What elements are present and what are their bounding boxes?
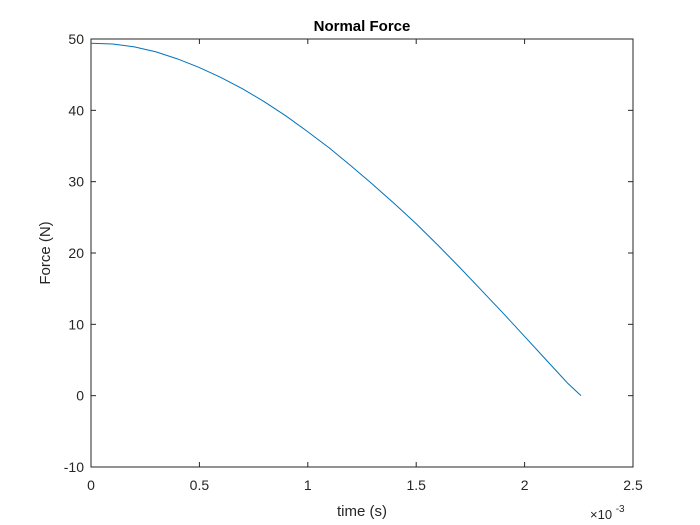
x-axis-ticks: 0 0.5 1 1.5 2 2.5 <box>87 39 643 493</box>
plot-area <box>90 38 634 468</box>
series-layer <box>90 42 582 397</box>
y-tick-label: 20 <box>68 245 84 261</box>
y-tick-label: 10 <box>68 316 84 332</box>
y-tick-label: 50 <box>68 31 84 47</box>
y-tick-label: -10 <box>64 459 84 475</box>
y-axis-ticks: -10 0 10 20 30 40 50 <box>64 31 633 475</box>
x-tick-label: 0.5 <box>190 477 210 493</box>
y-tick-label: 0 <box>76 388 84 404</box>
x-tick-label: 0 <box>87 477 95 493</box>
x-axis-exponent: ×10 -3 <box>590 504 625 522</box>
x-axis-exponent-power: -3 <box>616 504 625 515</box>
y-tick-label: 40 <box>68 102 84 118</box>
x-tick-label: 1.5 <box>406 477 426 493</box>
series-line <box>90 42 582 397</box>
chart-title: Normal Force <box>314 18 411 35</box>
x-tick-label: 1 <box>304 477 312 493</box>
x-axis-exponent-base: ×10 <box>590 507 612 522</box>
y-axis-label: Force (N) <box>37 221 54 284</box>
x-axis-label: time (s) <box>337 503 387 520</box>
y-tick-label: 30 <box>68 174 84 190</box>
x-tick-label: 2.5 <box>623 477 643 493</box>
x-tick-label: 2 <box>521 477 529 493</box>
